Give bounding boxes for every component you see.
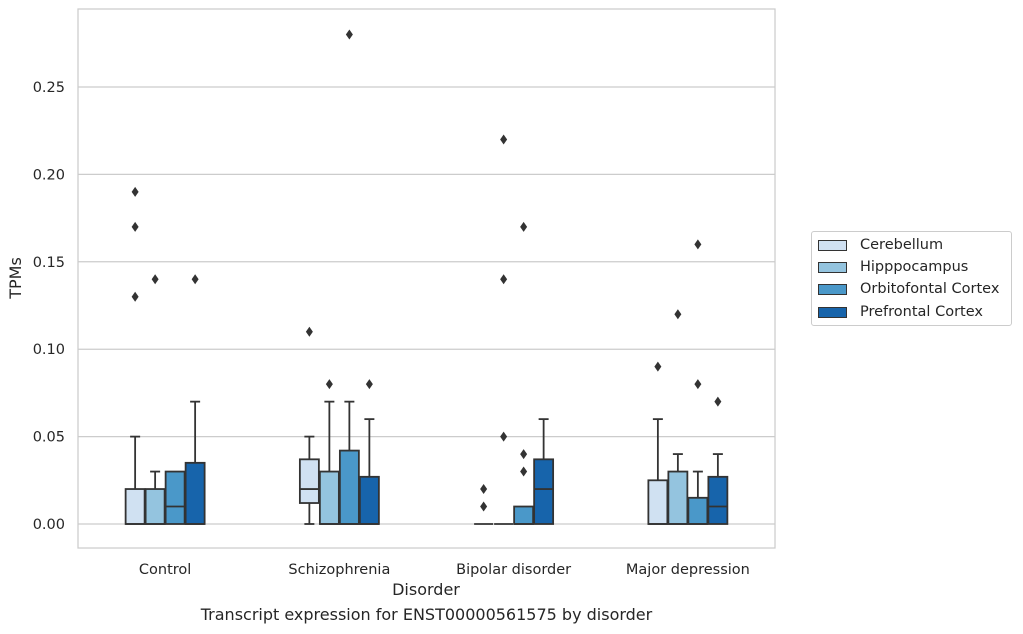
- box-rect: [667, 470, 689, 525]
- box-rect: [338, 449, 360, 525]
- box-rect: [647, 479, 669, 525]
- box-3-3: [707, 396, 729, 525]
- legend-label-prefrontal-cortex: Prefrontal Cortex: [860, 304, 983, 320]
- box-1-1: [318, 379, 340, 525]
- x-tick-label: Major depression: [626, 562, 750, 578]
- outlier-point: [151, 274, 159, 285]
- outlier-point: [520, 221, 528, 232]
- outlier-point: [674, 309, 682, 320]
- y-tick-label: 0.25: [33, 80, 65, 96]
- legend-label-cerebellum: Cerebellum: [860, 237, 944, 253]
- box-3-0: [184, 274, 206, 525]
- box-rect: [707, 475, 729, 525]
- y-tick-label: 0.00: [33, 517, 65, 533]
- legend-swatch-prefrontal-cortex: [818, 306, 847, 318]
- outlier-point: [654, 361, 662, 372]
- outlier-point: [191, 274, 199, 285]
- box-2-3: [687, 239, 709, 525]
- box-0-0: [124, 186, 146, 525]
- box-3-1: [358, 379, 380, 525]
- box-1-3: [667, 309, 689, 525]
- box-0-3: [647, 361, 669, 525]
- x-tick-label: Bipolar disorder: [456, 562, 571, 578]
- box-rect: [358, 475, 380, 525]
- box-2-0: [164, 470, 186, 525]
- box-rect: [533, 458, 555, 525]
- outlier-point: [500, 274, 508, 285]
- box-1-0: [144, 274, 166, 525]
- box-2-1: [338, 29, 360, 525]
- outlier-point: [305, 326, 313, 337]
- y-tick-label: 0.05: [33, 430, 65, 446]
- y-axis-label: TPMs: [6, 257, 25, 300]
- outlier-point: [500, 431, 508, 442]
- outlier-point: [500, 134, 508, 145]
- chart-caption: Transcript expression for ENST0000056157…: [200, 605, 653, 624]
- box-rect: [144, 488, 166, 525]
- x-tick-label: Schizophrenia: [288, 562, 390, 578]
- box-0-1: [298, 326, 320, 525]
- legend-item-orbitofontal-cortex: Orbitofontal Cortex: [818, 280, 999, 298]
- y-tick-label: 0.10: [33, 342, 65, 358]
- box-3-2: [533, 418, 555, 525]
- y-tick-label: 0.15: [33, 255, 65, 271]
- outlier-point: [325, 379, 333, 390]
- box-rect: [298, 458, 320, 504]
- outlier-point: [480, 501, 488, 512]
- box-rect: [687, 496, 709, 525]
- outlier-point: [694, 239, 702, 250]
- box-rect: [513, 505, 535, 525]
- outlier-point: [131, 291, 139, 302]
- outlier-point: [694, 379, 702, 390]
- outlier-point: [131, 221, 139, 232]
- outlier-point: [714, 396, 722, 407]
- x-tick-label: Control: [139, 562, 191, 578]
- box-rect: [184, 461, 206, 525]
- outlier-point: [520, 449, 528, 460]
- plot-frame: [77, 8, 776, 549]
- legend-label-hipppocampus: Hipppocampus: [860, 259, 969, 275]
- box-0-2: [474, 484, 494, 525]
- box-rect: [164, 470, 186, 525]
- legend-item-hipppocampus: Hipppocampus: [818, 258, 968, 276]
- outlier-point: [520, 466, 528, 477]
- legend-item-cerebellum: Cerebellum: [818, 236, 943, 254]
- legend-swatch-hipppocampus: [818, 261, 847, 273]
- legend-label-orbitofontal-cortex: Orbitofontal Cortex: [860, 281, 1000, 297]
- box-rect: [318, 470, 340, 525]
- legend-swatch-orbitofontal-cortex: [818, 283, 847, 295]
- outlier-point: [365, 379, 373, 390]
- outlier-point: [480, 484, 488, 495]
- outlier-point: [131, 186, 139, 197]
- box-2-2: [513, 221, 535, 525]
- legend-swatch-cerebellum: [818, 239, 847, 251]
- box-rect: [124, 488, 146, 525]
- legend: Cerebellum Hipppocampus Orbitofontal Cor…: [811, 231, 1012, 326]
- outlier-point: [345, 29, 353, 40]
- y-tick-label: 0.20: [33, 167, 65, 183]
- box-1-2: [494, 134, 514, 525]
- legend-item-prefrontal-cortex: Prefrontal Cortex: [818, 303, 983, 321]
- x-axis-label: Disorder: [392, 580, 460, 599]
